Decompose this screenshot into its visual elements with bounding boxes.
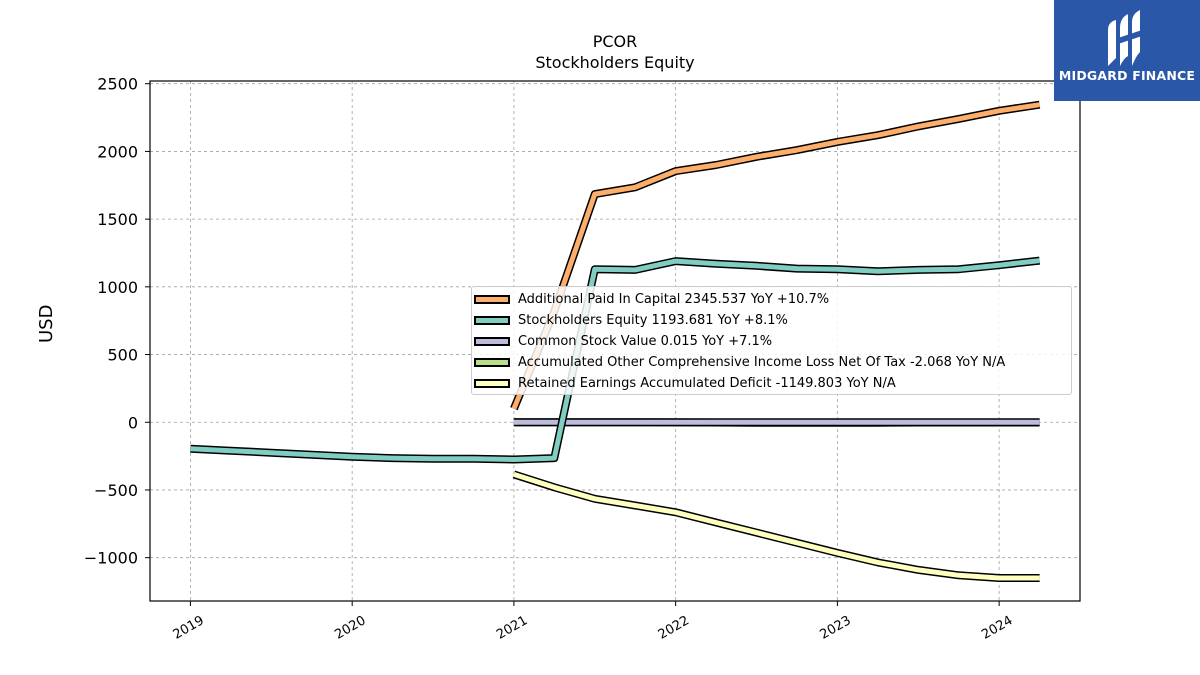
plot-frame bbox=[149, 80, 1081, 602]
legend-swatch bbox=[474, 315, 510, 325]
x-tick-label: 2019 bbox=[171, 613, 207, 643]
chart-subtitle: Stockholders Equity bbox=[535, 53, 695, 72]
legend-item: Accumulated Other Comprehensive Income L… bbox=[474, 352, 1005, 372]
logo-mark-icon bbox=[1108, 10, 1142, 66]
legend-label: Stockholders Equity 1193.681 YoY +8.1% bbox=[518, 312, 788, 328]
y-tick-label: 0 bbox=[128, 413, 138, 432]
legend-label: Additional Paid In Capital 2345.537 YoY … bbox=[518, 291, 830, 307]
x-tick-label: 2021 bbox=[494, 613, 530, 643]
legend-item: Common Stock Value 0.015 YoY +7.1% bbox=[474, 331, 772, 351]
y-tick-label: 500 bbox=[107, 346, 138, 365]
legend-swatch bbox=[474, 378, 510, 388]
series-line bbox=[511, 102, 1040, 410]
legend-swatch bbox=[474, 294, 510, 304]
y-tick-label: −500 bbox=[94, 481, 138, 500]
legend-item: Retained Earnings Accumulated Deficit -1… bbox=[474, 373, 896, 393]
legend-item: Additional Paid In Capital 2345.537 YoY … bbox=[474, 289, 829, 309]
chart-title: PCOR bbox=[592, 32, 638, 51]
series-line bbox=[190, 258, 1040, 462]
x-tick-label: 2020 bbox=[332, 613, 368, 643]
x-tick-label: 2023 bbox=[818, 613, 854, 643]
series-retained-earnings-accumulated-deficit bbox=[512, 470, 1040, 582]
legend-label: Common Stock Value 0.015 YoY +7.1% bbox=[518, 333, 773, 349]
x-tick-label: 2022 bbox=[656, 613, 692, 643]
legend-swatch bbox=[474, 336, 510, 346]
x-tick-label: 2024 bbox=[979, 613, 1015, 643]
watermark-text: MIDGARD FINANCE bbox=[1058, 68, 1196, 83]
y-tick-label: 2500 bbox=[97, 75, 138, 94]
legend-swatch bbox=[474, 357, 510, 367]
watermark-logo: MIDGARD FINANCE bbox=[1054, 0, 1200, 101]
y-tick-label: 2000 bbox=[97, 142, 138, 161]
y-tick-label: 1500 bbox=[97, 210, 138, 229]
legend-item: Stockholders Equity 1193.681 YoY +8.1% bbox=[474, 310, 788, 330]
legend: Additional Paid In Capital 2345.537 YoY … bbox=[471, 286, 1072, 395]
y-tick-label: 1000 bbox=[97, 278, 138, 297]
legend-label: Retained Earnings Accumulated Deficit -1… bbox=[518, 375, 896, 391]
series-layer bbox=[190, 100, 1041, 582]
series-stockholders-equity bbox=[190, 256, 1041, 464]
y-axis-label: USD bbox=[36, 304, 57, 343]
series-line bbox=[513, 472, 1040, 581]
legend-label: Accumulated Other Comprehensive Income L… bbox=[518, 354, 1006, 370]
series-additional-paid-in-capital bbox=[510, 100, 1041, 411]
y-tick-label: −1000 bbox=[84, 549, 138, 568]
